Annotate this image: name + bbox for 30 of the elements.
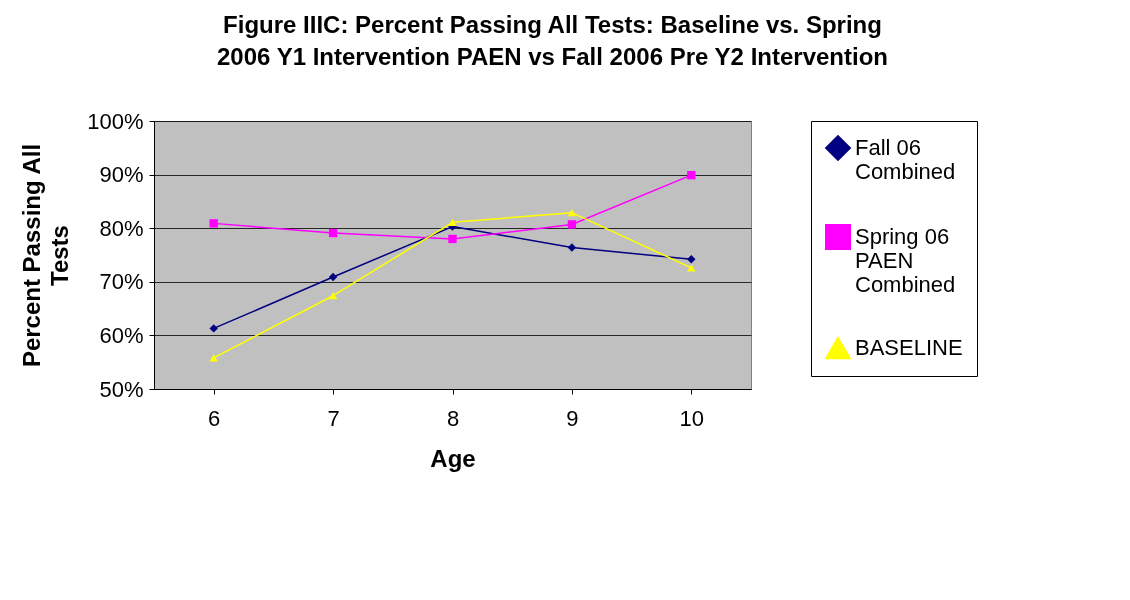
point xyxy=(567,220,577,229)
point xyxy=(687,170,696,180)
y-tick-label: 90% xyxy=(99,162,144,188)
x-tick-label: 7 xyxy=(327,405,340,431)
point xyxy=(567,243,577,252)
point xyxy=(687,255,696,264)
x-tick-label: 6 xyxy=(208,405,221,431)
point xyxy=(209,219,218,228)
y-tick-label: 70% xyxy=(99,269,144,295)
legend-label: Fall 06 Combined xyxy=(855,135,956,184)
y-tick-label: 80% xyxy=(99,215,144,241)
point xyxy=(209,324,218,333)
y-tick-label: 100% xyxy=(87,108,144,134)
y-axis-title: Percent Passing All Tests xyxy=(18,143,74,368)
legend-label: BASELINE xyxy=(855,335,963,360)
y-tick-label: 60% xyxy=(99,322,144,348)
legend-label: Spring 06 PAEN Combined xyxy=(855,224,956,297)
x-tick-label: 10 xyxy=(679,405,705,431)
y-tick-label: 50% xyxy=(99,376,144,402)
point xyxy=(328,292,338,300)
point xyxy=(567,209,577,217)
point xyxy=(328,228,338,238)
point xyxy=(209,354,218,362)
x-axis-title: Age xyxy=(430,444,476,472)
point xyxy=(328,272,338,282)
x-tick-label: 9 xyxy=(566,405,579,431)
chart-title: Figure IIIC: Percent Passing All Tests: Baseline vs. Spring 2006 Y1 Intervention PAEN vs Fall 2006 Pre Y2 Intervention xyxy=(217,11,888,70)
point xyxy=(448,234,457,244)
point xyxy=(448,218,457,226)
x-tick-label: 8 xyxy=(446,405,460,431)
